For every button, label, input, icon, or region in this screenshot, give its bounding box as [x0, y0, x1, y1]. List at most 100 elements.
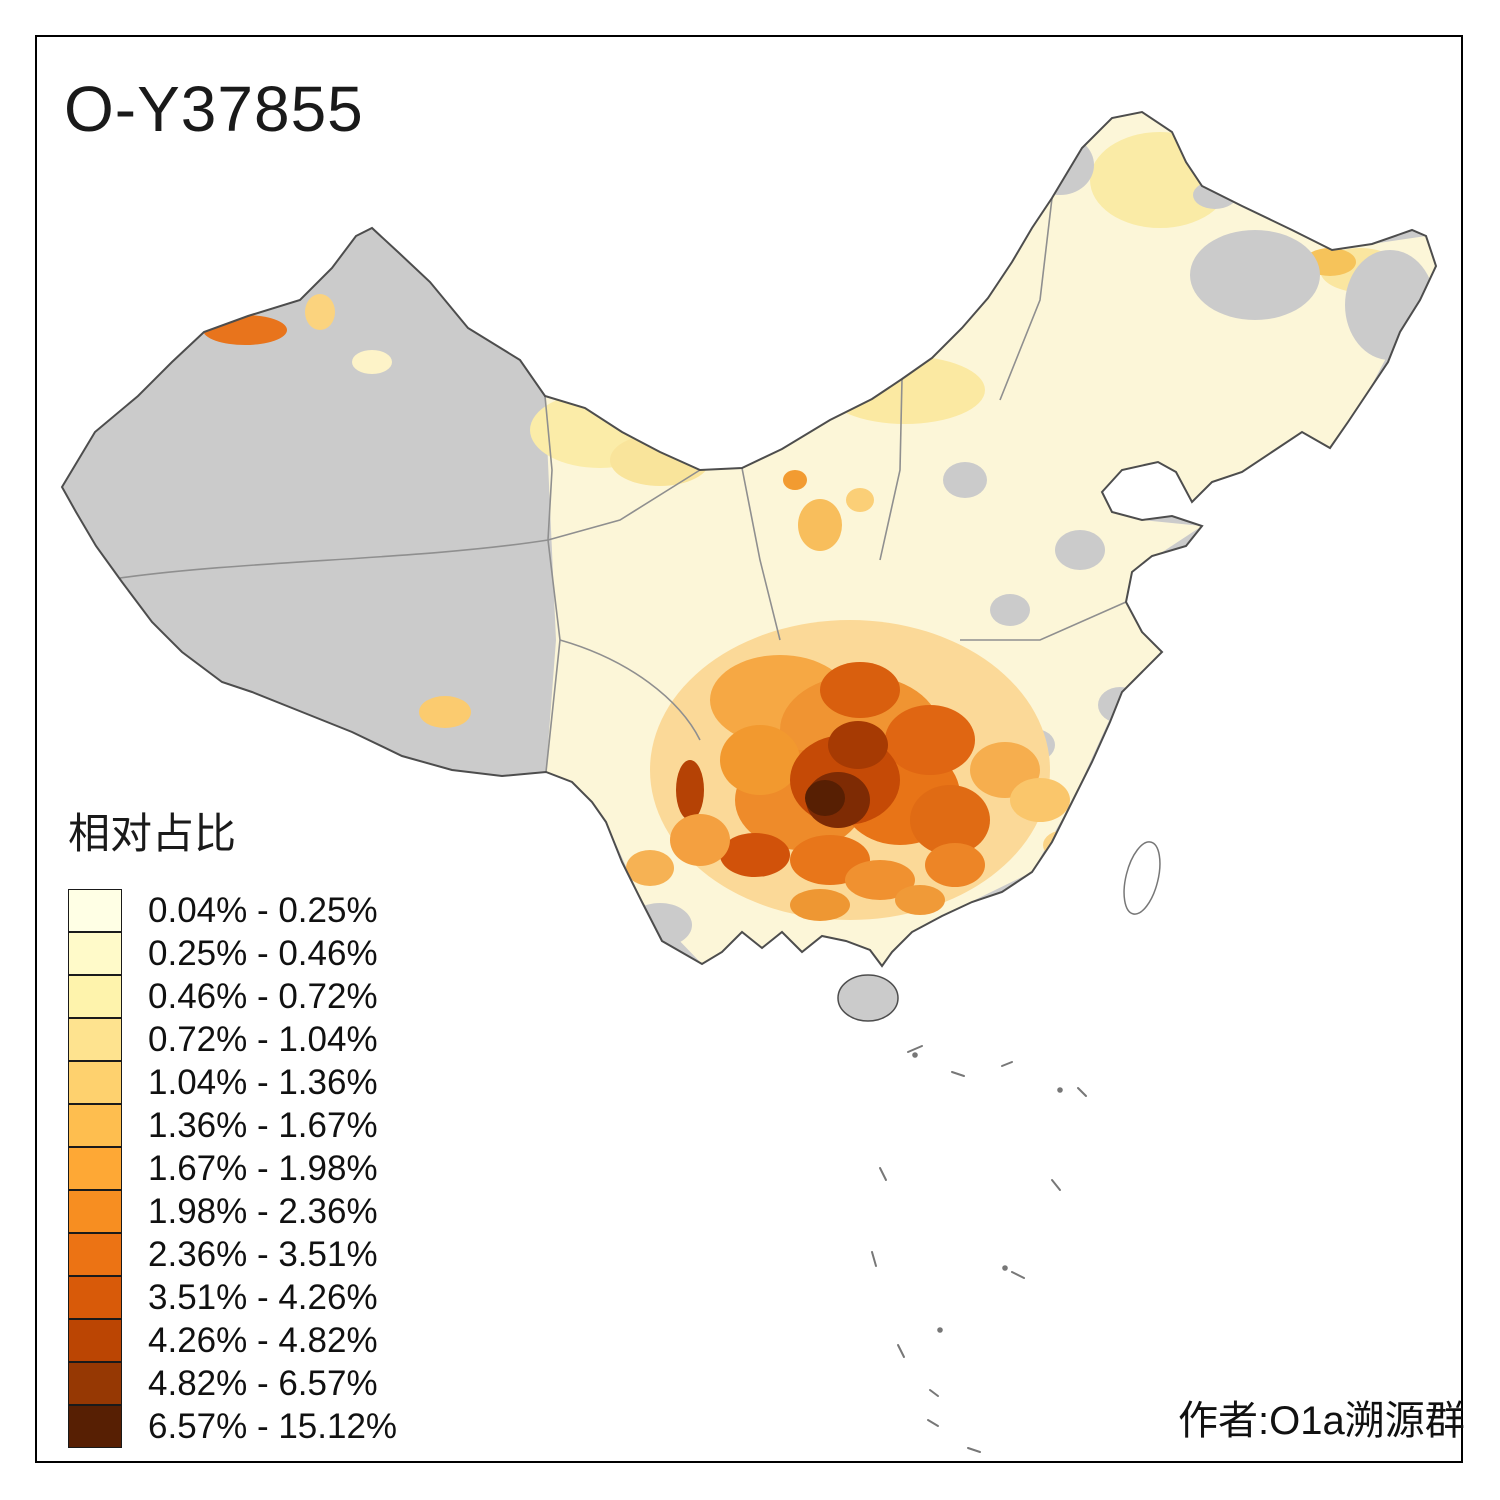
legend-swatch — [68, 974, 122, 1018]
legend-item: 4.82% - 6.57% — [68, 1361, 397, 1405]
legend-items: 0.04% - 0.25% 0.25% - 0.46% 0.46% - 0.72% 0… — [68, 888, 398, 1448]
legend-item: 0.72% - 1.04% — [68, 1017, 397, 1061]
map-cell — [119, 539, 549, 579]
map-cell — [1190, 230, 1320, 320]
map-cell — [943, 462, 987, 498]
legend-title: 相对占比 — [68, 810, 237, 857]
map-cell — [1345, 250, 1435, 360]
map-cell — [885, 705, 975, 775]
legend-swatch — [68, 1318, 122, 1362]
legend-swatch — [68, 931, 122, 975]
map-cell — [1077, 1087, 1087, 1097]
map-cell — [910, 785, 990, 855]
map-cell — [895, 885, 945, 915]
legend-range-label: 0.25% - 0.46% — [148, 933, 378, 973]
legend-range-label: 0.46% - 0.72% — [148, 976, 378, 1016]
map-cell — [544, 395, 553, 541]
map-cell — [419, 696, 471, 728]
legend-swatch — [68, 1232, 122, 1276]
attribution: 作者:O1a溯源群 — [1178, 1399, 1465, 1443]
legend-range-label: 0.72% - 1.04% — [148, 1019, 378, 1059]
map-cell — [820, 662, 900, 718]
legend-item: 1.04% - 1.36% — [68, 1060, 397, 1104]
map-cell — [907, 1045, 923, 1053]
legend-item: 0.25% - 0.46% — [68, 931, 397, 975]
map-cell — [951, 1071, 965, 1077]
legend-item: 0.46% - 0.72% — [68, 974, 397, 1018]
map-cell — [1055, 530, 1105, 570]
map-cell — [741, 467, 781, 641]
map-cell — [783, 470, 807, 490]
map-cell — [927, 1419, 939, 1427]
legend-range-label: 2.36% - 3.51% — [148, 1234, 378, 1274]
hainan-island — [837, 974, 899, 1022]
legend-range-label: 4.26% - 4.82% — [148, 1320, 378, 1360]
legend-swatch — [68, 1189, 122, 1233]
legend-item: 4.26% - 4.82% — [68, 1318, 397, 1362]
map-cell — [897, 1344, 905, 1358]
taiwan-island — [1123, 841, 1161, 915]
legend-item: 3.51% - 4.26% — [68, 1275, 397, 1319]
legend-swatch — [68, 1103, 122, 1147]
legend-swatch — [68, 1017, 122, 1061]
map-cell — [937, 1327, 943, 1333]
legend-range-label: 1.67% - 1.98% — [148, 1148, 378, 1188]
map-cell — [845, 860, 915, 900]
map-cell — [999, 197, 1053, 401]
map-cell — [1098, 687, 1142, 723]
map-cell — [676, 760, 704, 820]
map-cell — [626, 850, 674, 886]
map-cell — [871, 1251, 877, 1267]
map-cell — [790, 889, 850, 921]
legend-item: 2.36% - 3.51% — [68, 1232, 397, 1276]
map-title: O-Y37855 — [64, 73, 364, 145]
legend-item: 1.36% - 1.67% — [68, 1103, 397, 1147]
map-cell — [912, 1052, 918, 1058]
map-cell — [805, 780, 845, 816]
map-cell — [628, 903, 692, 947]
map-cell — [352, 350, 392, 374]
legend-range-label: 1.98% - 2.36% — [148, 1191, 378, 1231]
map-cell — [1057, 1087, 1063, 1093]
map-cell — [929, 1389, 939, 1397]
map-cell — [670, 814, 730, 866]
map-cell — [203, 315, 287, 345]
province-borders — [119, 197, 1127, 773]
map-cell — [825, 356, 985, 424]
south-china-sea-islands — [871, 1045, 1087, 1453]
map-cell — [967, 1447, 981, 1453]
china-outline — [60, 110, 1438, 968]
map-cell — [925, 843, 985, 887]
legend-range-label: 1.36% - 1.67% — [148, 1105, 378, 1145]
map-cell — [960, 601, 1127, 641]
legend-item: 0.04% - 0.25% — [68, 888, 397, 932]
legend-range-label: 3.51% - 4.26% — [148, 1277, 378, 1317]
legend-item: 6.57% - 15.12% — [68, 1404, 398, 1448]
legend-range-label: 4.82% - 6.57% — [148, 1363, 378, 1403]
map-cell — [846, 488, 874, 512]
map-cell — [720, 833, 790, 877]
legend-swatch — [68, 1361, 122, 1405]
legend-range-label: 6.57% - 15.12% — [148, 1406, 398, 1446]
map-cell — [798, 499, 842, 551]
legend-swatch — [68, 1275, 122, 1319]
map-cell — [990, 594, 1030, 626]
map-cell — [610, 434, 710, 486]
legend: 相对占比 0.04% - 0.25% 0.25% - 0.46% 0.46% - 0… — [68, 800, 397, 1448]
legend-item: 1.98% - 2.36% — [68, 1189, 397, 1233]
map-cell — [1001, 1061, 1013, 1067]
legend-swatch — [68, 888, 122, 932]
map-cell — [559, 639, 701, 741]
map-cell — [720, 725, 800, 795]
map-cell — [828, 721, 888, 769]
map-cell — [879, 1167, 887, 1181]
legend-item: 1.67% - 1.98% — [68, 1146, 397, 1190]
map-cell — [1051, 1179, 1061, 1191]
legend-swatch — [68, 1146, 122, 1190]
map-cell — [879, 378, 903, 561]
legend-range-label: 1.04% - 1.36% — [148, 1062, 378, 1102]
map-cell — [1193, 181, 1237, 209]
map-cell — [547, 469, 701, 541]
